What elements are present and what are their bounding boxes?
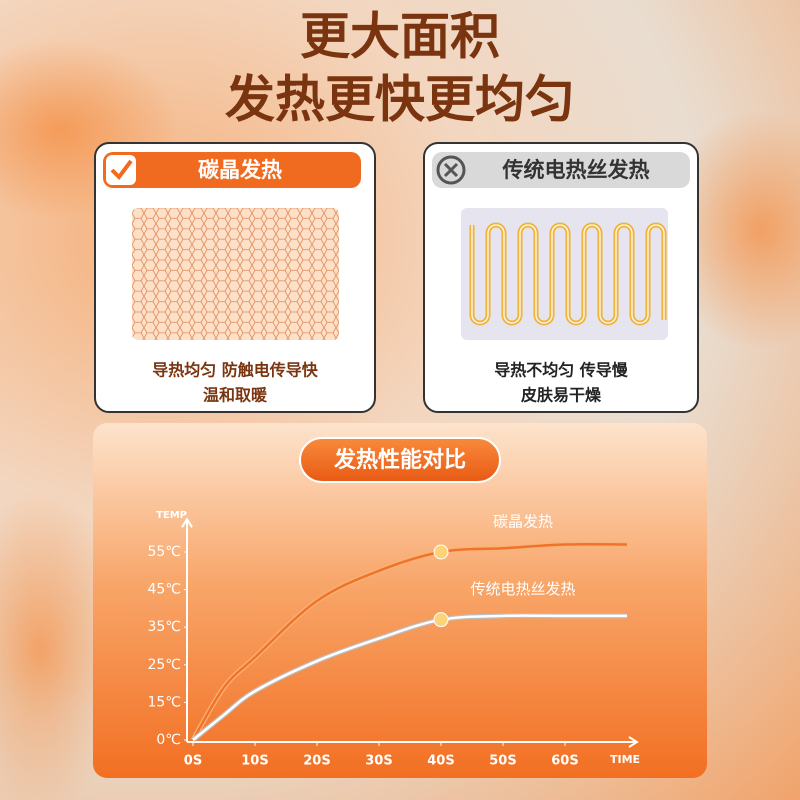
x-tick-label: 20S [303, 754, 330, 769]
card-title: 传统电热丝发热 [502, 158, 650, 182]
highlight-point [433, 612, 449, 628]
headline: 更大面积 [300, 8, 500, 66]
card-header [103, 152, 361, 188]
series-line [192, 614, 627, 741]
y-tick-label: 45℃ [147, 582, 181, 598]
x-mark [443, 162, 459, 178]
y-tick-label: 15℃ [147, 694, 181, 710]
x-tick-label: 60S [551, 754, 578, 769]
x-icon [436, 155, 466, 185]
series-line [191, 542, 628, 741]
check-mark [110, 159, 133, 181]
card-text: 导热均匀 防触电传导快 [152, 361, 319, 380]
series-label: 碳晶发热 [493, 513, 553, 531]
y-axis-label: TEMP [156, 510, 187, 521]
y-axis-arrow [181, 517, 193, 528]
x-axis-arrow [628, 736, 639, 748]
card-text: 导热不均匀 传导慢 [494, 361, 629, 380]
x-tick-label: 30S [365, 754, 392, 769]
y-tick-label: 55℃ [147, 544, 181, 560]
highlight-point [433, 544, 449, 560]
card-text: 温和取暖 [202, 386, 268, 405]
headline: 发热更快更均匀 [225, 71, 575, 129]
hex-pattern [132, 208, 339, 340]
x-tick-label: 10S [241, 754, 268, 769]
chart-panel [93, 423, 707, 778]
y-tick-label: 35℃ [147, 619, 181, 635]
heating-wire-core [471, 224, 665, 324]
y-tick-label: 0℃ [156, 732, 181, 748]
card-header [432, 152, 690, 188]
y-tick-label: 25℃ [147, 657, 181, 673]
x-axis-label: TIME [610, 753, 640, 766]
chart-title: 发热性能对比 [333, 447, 466, 473]
card-text: 皮肤易干燥 [520, 386, 602, 405]
chart: TEMP TIME 0℃ 15℃ 25℃ 35℃ 45℃ 55℃ 0S 10S 20S 30S 40S 5… [147, 510, 640, 768]
x-tick-label: 50S [489, 754, 516, 769]
x-tick-label: 0S [184, 754, 202, 769]
card-title: 碳晶发热 [198, 158, 282, 182]
title-pill [299, 437, 501, 483]
check-icon [106, 155, 136, 185]
series-label: 传统电热丝发热 [470, 580, 575, 598]
x-tick-label: 40S [427, 754, 454, 769]
